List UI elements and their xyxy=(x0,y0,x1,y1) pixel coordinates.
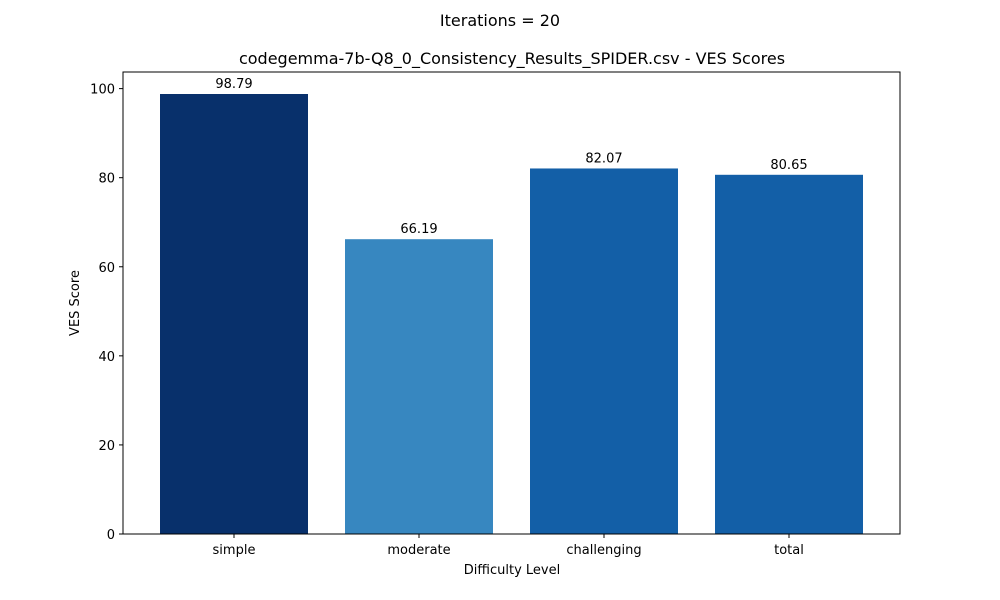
y-tick-label: 80 xyxy=(98,172,115,187)
bar-total xyxy=(715,174,863,534)
y-axis-ticks: 0 20 40 60 80 100 xyxy=(90,83,123,543)
bar-challenging xyxy=(530,168,678,535)
bar-value-label: 82.07 xyxy=(585,151,622,166)
bar-value-label: 80.65 xyxy=(770,158,807,173)
bars xyxy=(160,94,863,535)
bar-value-label: 66.19 xyxy=(400,222,437,237)
x-axis-ticks: simple moderate challenging total xyxy=(213,534,804,558)
bar-value-labels: 98.79 66.19 82.07 80.65 xyxy=(215,77,807,237)
bar-simple xyxy=(160,94,308,534)
y-tick-label: 20 xyxy=(98,439,115,454)
x-tick-label: simple xyxy=(213,543,256,558)
chart-title: codegemma-7b-Q8_0_Consistency_Results_SP… xyxy=(239,49,785,69)
y-tick-label: 40 xyxy=(98,350,115,365)
plot-area: 98.79 66.19 82.07 80.65 simple moderate chall… xyxy=(90,71,901,558)
x-tick-label: challenging xyxy=(566,543,641,558)
x-tick-label: moderate xyxy=(387,543,450,558)
plot-frame xyxy=(122,71,901,535)
bar-moderate xyxy=(345,239,493,534)
chart-suptitle: Iterations = 20 xyxy=(440,11,560,30)
y-axis-label: VES Score xyxy=(68,270,83,336)
y-tick-label: 100 xyxy=(90,83,115,98)
x-axis-label: Difficulty Level xyxy=(464,563,560,578)
x-tick-label: total xyxy=(774,543,804,558)
bar-value-label: 98.79 xyxy=(215,77,252,92)
y-tick-label: 60 xyxy=(98,261,115,276)
y-tick-label: 0 xyxy=(107,528,115,543)
